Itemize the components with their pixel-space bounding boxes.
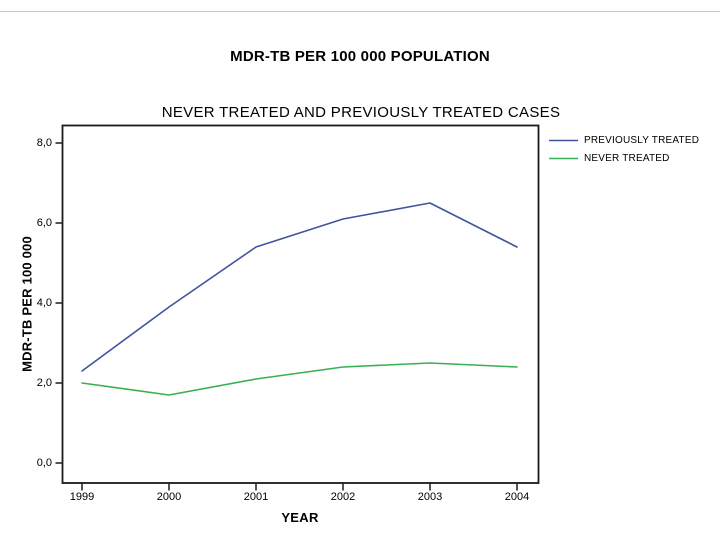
chart-title: MDR-TB PER 100 000 POPULATION	[230, 48, 490, 65]
previously-treated-line	[81, 202, 518, 372]
never-treated-line	[81, 362, 518, 396]
plot-frame	[61, 124, 540, 484]
x-axis-title: YEAR	[281, 510, 319, 525]
slide-edge-line	[0, 11, 720, 12]
chart-subtitle: NEVER TREATED AND PREVIOUSLY TREATED CAS…	[161, 104, 561, 121]
